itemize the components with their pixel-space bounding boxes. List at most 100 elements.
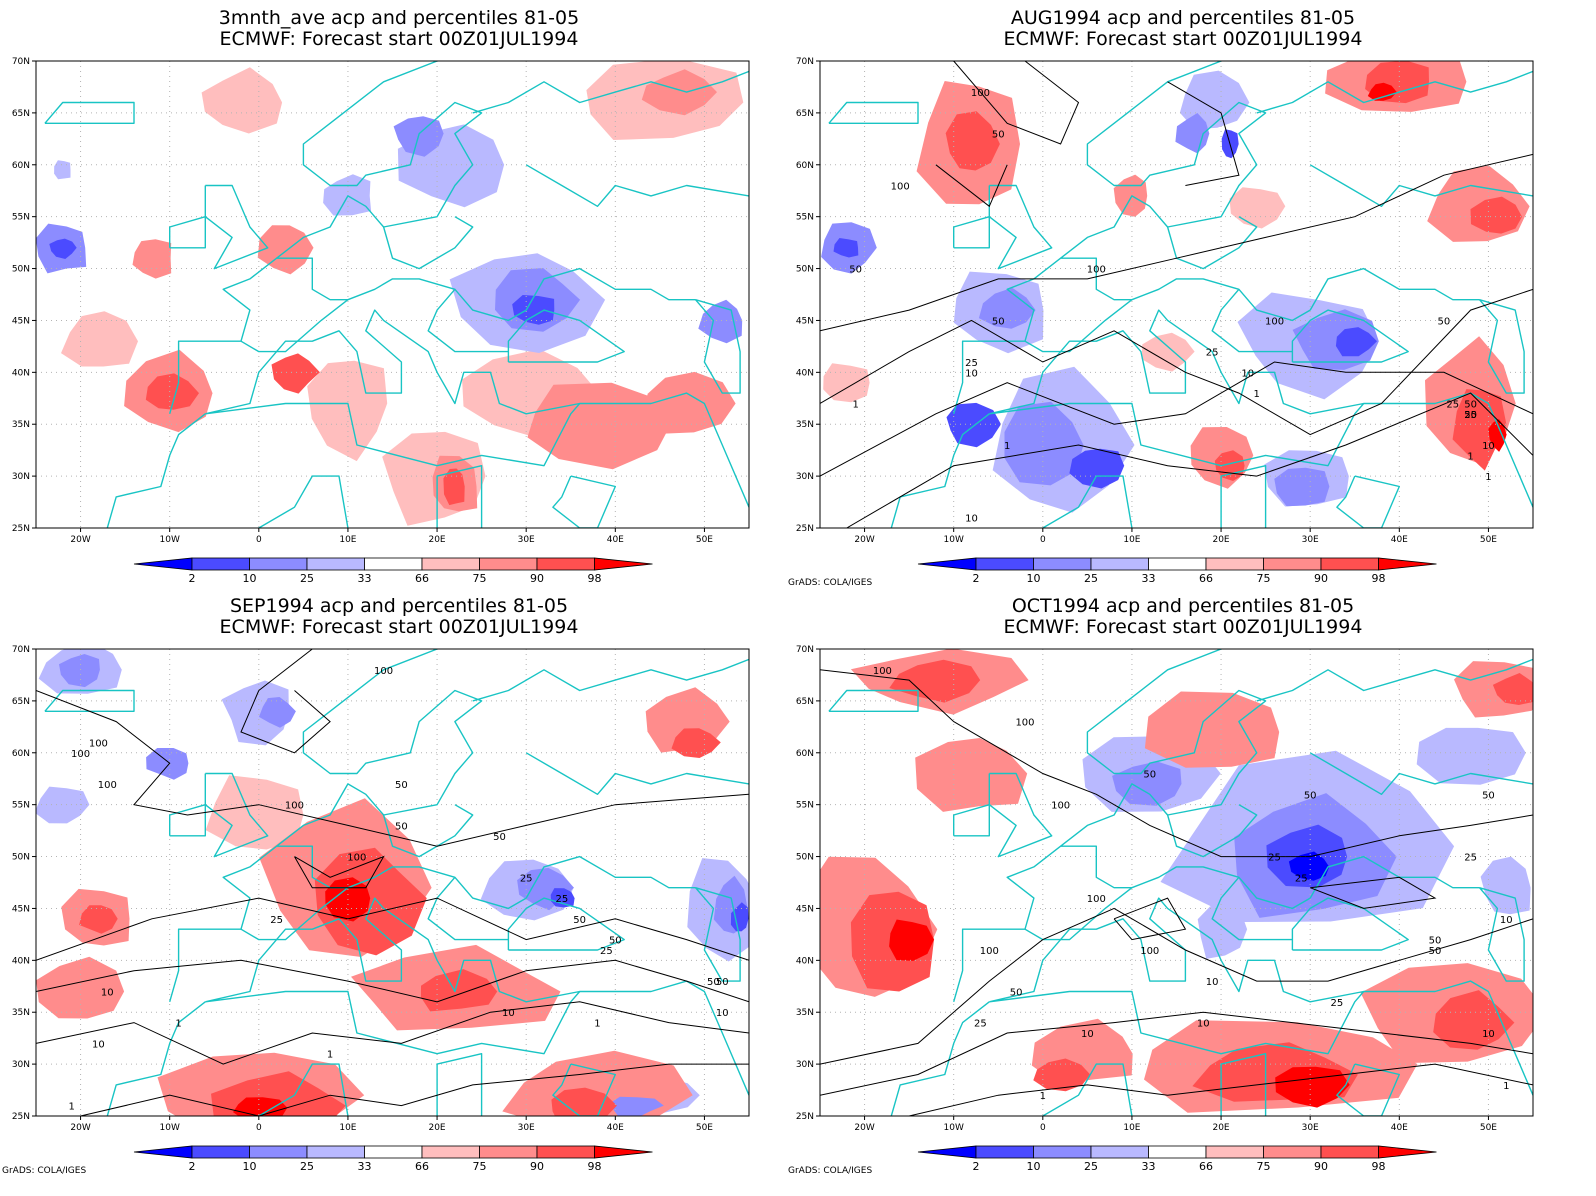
contour-lines <box>820 61 1533 528</box>
contour-label: 100 <box>1265 316 1284 327</box>
contour-line <box>820 361 1533 477</box>
coastline <box>106 413 206 528</box>
colorbar-segment <box>1205 1145 1264 1159</box>
colorbar-segment <box>1378 1145 1437 1159</box>
contour-label: 50 <box>1438 316 1451 327</box>
coastline <box>436 465 483 528</box>
coastline <box>168 803 207 837</box>
colorbar-segment <box>536 1145 595 1159</box>
coastline <box>240 887 349 941</box>
map-plot: 70N 65N 60N 55N 50N 45N 40N 35N 30N 25N 20W 10W 0 10E… <box>12 57 750 585</box>
lon-tick-label: 0 <box>1040 1123 1046 1133</box>
lat-tick-label: 30N <box>796 1060 814 1070</box>
lat-tick-label: 70N <box>796 57 814 67</box>
colorbar-label: 10 <box>243 572 257 585</box>
lat-tick-label: 45N <box>796 904 814 914</box>
map-plot: 1001001001001005050100502525502510125501… <box>12 645 750 1173</box>
coastline <box>1336 1063 1400 1116</box>
panel-subtitle: ECMWF: Forecast start 00Z01JUL1994 <box>219 28 579 50</box>
coastline <box>472 70 749 114</box>
contour-label: 100 <box>1140 946 1159 957</box>
anomaly-region <box>1141 332 1195 372</box>
coastline <box>205 309 581 467</box>
lat-tick-label: 45N <box>796 316 814 326</box>
anomaly-region <box>1288 851 1330 881</box>
contour-line <box>294 855 385 889</box>
contour-label: 50 <box>573 915 586 926</box>
colorbar-segment <box>594 557 653 571</box>
contour-label: 100 <box>285 801 304 812</box>
lon-tick-label: 10E <box>339 535 356 545</box>
coastline <box>258 1063 349 1116</box>
contour-label: 50 <box>1464 399 1477 410</box>
anomaly-region <box>671 728 721 758</box>
colorbar-segment <box>1090 1145 1149 1159</box>
anomaly-region <box>36 956 125 1019</box>
anomaly-region <box>1275 1066 1350 1108</box>
anomaly-region <box>205 775 304 850</box>
anomaly-region <box>221 680 289 746</box>
anomaly-region <box>823 363 870 403</box>
contour-label: 10 <box>965 514 978 525</box>
anomaly-region <box>259 697 296 728</box>
contour-line <box>80 1063 749 1116</box>
contour-label: 25 <box>1295 873 1308 884</box>
lon-tick-label: 40E <box>607 1123 624 1133</box>
contour-label: 10 <box>1482 441 1495 452</box>
colorbar-segment <box>133 1145 193 1159</box>
lon-tick-label: 30E <box>518 1123 535 1133</box>
lat-tick-label: 55N <box>12 213 30 223</box>
contour-label: 1 <box>327 1050 333 1061</box>
anomaly-region <box>314 847 427 956</box>
coastline <box>952 215 991 249</box>
contour-label: 100 <box>98 780 117 791</box>
contour-label: 25 <box>974 1019 987 1030</box>
colorbar-segment <box>917 557 977 571</box>
colorbar-label: 66 <box>1199 1160 1213 1173</box>
panel-subtitle: ECMWF: Forecast start 00Z01JUL1994 <box>219 616 579 638</box>
panel-title: OCT1994 acp and percentiles 81-05 <box>1011 595 1355 617</box>
contour-line <box>846 392 1533 528</box>
colorbar-label: 2 <box>973 1160 980 1173</box>
anomaly-region <box>550 888 575 908</box>
contour-label: 1 <box>852 399 858 410</box>
coastline <box>169 61 483 414</box>
coastline <box>258 475 349 528</box>
contour-line <box>258 649 313 691</box>
lat-tick-label: 50N <box>12 853 30 863</box>
anomaly-region <box>201 67 283 134</box>
map-panel-3month: 3mnth_ave acp and percentiles 81-05 ECMW… <box>0 0 798 598</box>
coastline <box>382 216 474 270</box>
contour-label: 25 <box>1464 410 1477 421</box>
lat-tick-label: 25N <box>12 1112 30 1122</box>
contour-line <box>935 164 1008 208</box>
coastline <box>44 689 135 713</box>
anomaly-region <box>1480 856 1531 915</box>
lon-tick-label: 50E <box>696 1123 713 1133</box>
colorbar-label: 75 <box>1257 1160 1271 1173</box>
colorbar-segment <box>306 557 365 571</box>
coastline <box>552 475 616 528</box>
coastline <box>1309 267 1480 311</box>
panel-subtitle: ECMWF: Forecast start 00Z01JUL1994 <box>1003 616 1363 638</box>
contour-label: 50 <box>1429 936 1442 947</box>
lon-tick-label: 10W <box>944 535 964 545</box>
contour-label: 10 <box>101 987 114 998</box>
grads-credit: GrADS: COLA/IGES <box>788 578 873 588</box>
anomaly-region <box>1492 673 1533 705</box>
lon-tick-label: 20E <box>428 535 445 545</box>
lat-tick-label: 35N <box>12 1008 30 1018</box>
colorbar-label: 10 <box>1027 572 1041 585</box>
lon-tick-label: 0 <box>1040 535 1046 545</box>
colorbar-label: 10 <box>1027 1160 1041 1173</box>
contour-line <box>36 690 749 847</box>
coastline <box>828 689 919 713</box>
lon-tick-label: 20W <box>854 535 874 545</box>
anomaly-region <box>512 295 555 325</box>
contour-label: 1 <box>594 1019 600 1030</box>
contour-label: 25 <box>1331 998 1344 1009</box>
contour-label: 50 <box>493 832 506 843</box>
colorbar-segment <box>1378 557 1437 571</box>
lat-tick-label: 50N <box>796 853 814 863</box>
